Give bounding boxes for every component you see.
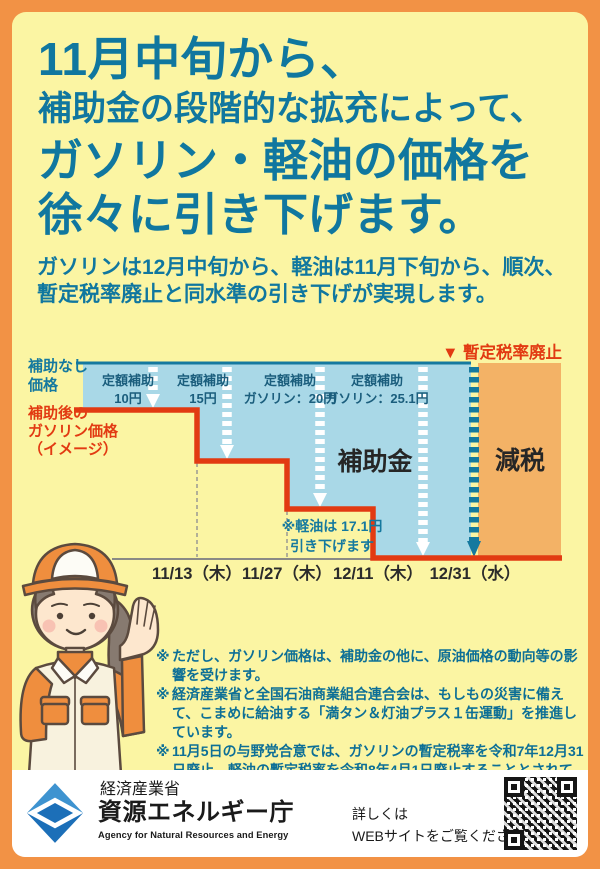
svg-text:定額補助: 定額補助 xyxy=(350,373,403,388)
qr-finder-icon xyxy=(504,830,524,850)
tax-cut-area xyxy=(478,363,561,558)
footnote-marker: ※ xyxy=(156,686,170,702)
website-callout: 詳しくは WEBサイトをご覧ください ▶ xyxy=(352,803,539,847)
svg-text:ガソリン：25.1円: ガソリン：25.1円 xyxy=(325,391,428,406)
subsidized-price-line xyxy=(74,407,562,561)
svg-text:定額補助: 定額補助 xyxy=(263,373,316,388)
footnote-text: ただし、ガソリン価格は、補助金の他に、原油価格の動向等の影響を受けます。 xyxy=(172,648,578,683)
title-line-3: ガソリン・軽油の価格を xyxy=(38,135,534,186)
tax-cut-area-label: 減税 xyxy=(495,447,545,475)
website-callout-line-2: WEBサイトをご覧ください ▶ xyxy=(352,828,539,844)
svg-text:※軽油は 17.1円: ※軽油は 17.1円 xyxy=(282,518,383,534)
footer-bar: 経済産業省 資源エネルギー庁 Agency for Natural Resour… xyxy=(12,770,588,857)
footnote-marker: ※ xyxy=(156,648,170,664)
tax-abolition-label: ▼ 暫定税率廃止 xyxy=(442,342,562,362)
subtitle-line-1: ガソリンは12月中旬から、軽油は11月下旬から、順次、 xyxy=(37,256,566,279)
subsidy-arrows xyxy=(146,367,430,556)
title-line-4: 徐々に引き下げます。 xyxy=(38,189,484,240)
tax-abolition-arrow xyxy=(467,367,481,557)
date-label-1: 11/13（木） xyxy=(152,563,242,583)
meti-logo xyxy=(26,783,84,843)
title-line-2: 補助金の段階的な拡充によって、 xyxy=(38,90,544,128)
date-label-2: 11/27（木） xyxy=(242,563,332,583)
no-subsidy-label: 補助なし 価格 xyxy=(27,357,88,394)
qr-finder-icon xyxy=(557,777,577,797)
dashed-droplines xyxy=(196,463,288,557)
subsidy-area-label: 補助金 xyxy=(336,447,413,476)
footnote-2: ※ 経済産業省と全国石油商業組合連合会は、もしもの災害に備えて、こまめに給油する… xyxy=(156,685,586,742)
svg-text:ガソリン価格: ガソリン価格 xyxy=(28,422,119,440)
attendant-illustration xyxy=(19,542,160,774)
svg-text:引き下げます: 引き下げます xyxy=(290,538,374,554)
svg-text:10円: 10円 xyxy=(114,391,141,406)
subtitle-line-2: 暫定税率廃止と同水準の引き下げが実現します。 xyxy=(37,283,497,306)
price-step-chart: ▼ 暫定税率廃止 補助なし 価格 補助後の ガソリン価格 （イメージ） 定額補助… xyxy=(27,342,562,583)
svg-text:定額補助: 定額補助 xyxy=(101,373,154,388)
footnote-text: 経済産業省と全国石油商業組合連合会は、もしもの災害に備えて、こまめに給油する「満… xyxy=(172,686,578,740)
diesel-note: ※軽油は 17.1円 引き下げます xyxy=(282,518,383,554)
after-subsidy-label: 補助後の ガソリン価格 （イメージ） xyxy=(27,404,119,458)
website-callout-line-1: 詳しくは xyxy=(352,806,408,822)
qr-code xyxy=(504,777,577,850)
svg-text:15円: 15円 xyxy=(189,391,216,406)
title-line-1: 11月中旬から、 xyxy=(38,33,367,85)
agency-name: 資源エネルギー庁 xyxy=(98,799,294,826)
ministry-name: 経済産業省 xyxy=(100,781,181,798)
qr-finder-icon xyxy=(504,777,524,797)
svg-text:（イメージ）: （イメージ） xyxy=(28,440,118,458)
svg-text:補助後の: 補助後の xyxy=(27,404,88,422)
date-label-4: 12/31（水） xyxy=(430,563,521,583)
svg-text:定額補助: 定額補助 xyxy=(176,373,229,388)
svg-text:ガソリン：20円: ガソリン：20円 xyxy=(244,391,336,406)
agency-identity: 経済産業省 資源エネルギー庁 Agency for Natural Resour… xyxy=(98,781,294,840)
footnote-marker: ※ xyxy=(156,743,170,759)
segment-subsidy-labels: 定額補助 10円 定額補助 15円 定額補助 ガソリン：20円 定額補助 ガソリ… xyxy=(101,373,429,406)
svg-text:価格: 価格 xyxy=(27,376,59,394)
open-hand xyxy=(118,596,160,662)
agency-name-en: Agency for Natural Resources and Energy xyxy=(98,830,289,840)
svg-text:補助なし: 補助なし xyxy=(27,357,88,375)
date-labels: 11/13（木） 11/27（木） 12/11（木） 12/31（水） xyxy=(152,563,520,583)
footnote-1: ※ ただし、ガソリン価格は、補助金の他に、原油価格の動向等の影響を受けます。 xyxy=(156,647,586,685)
date-label-3: 12/11（木） xyxy=(333,563,423,583)
